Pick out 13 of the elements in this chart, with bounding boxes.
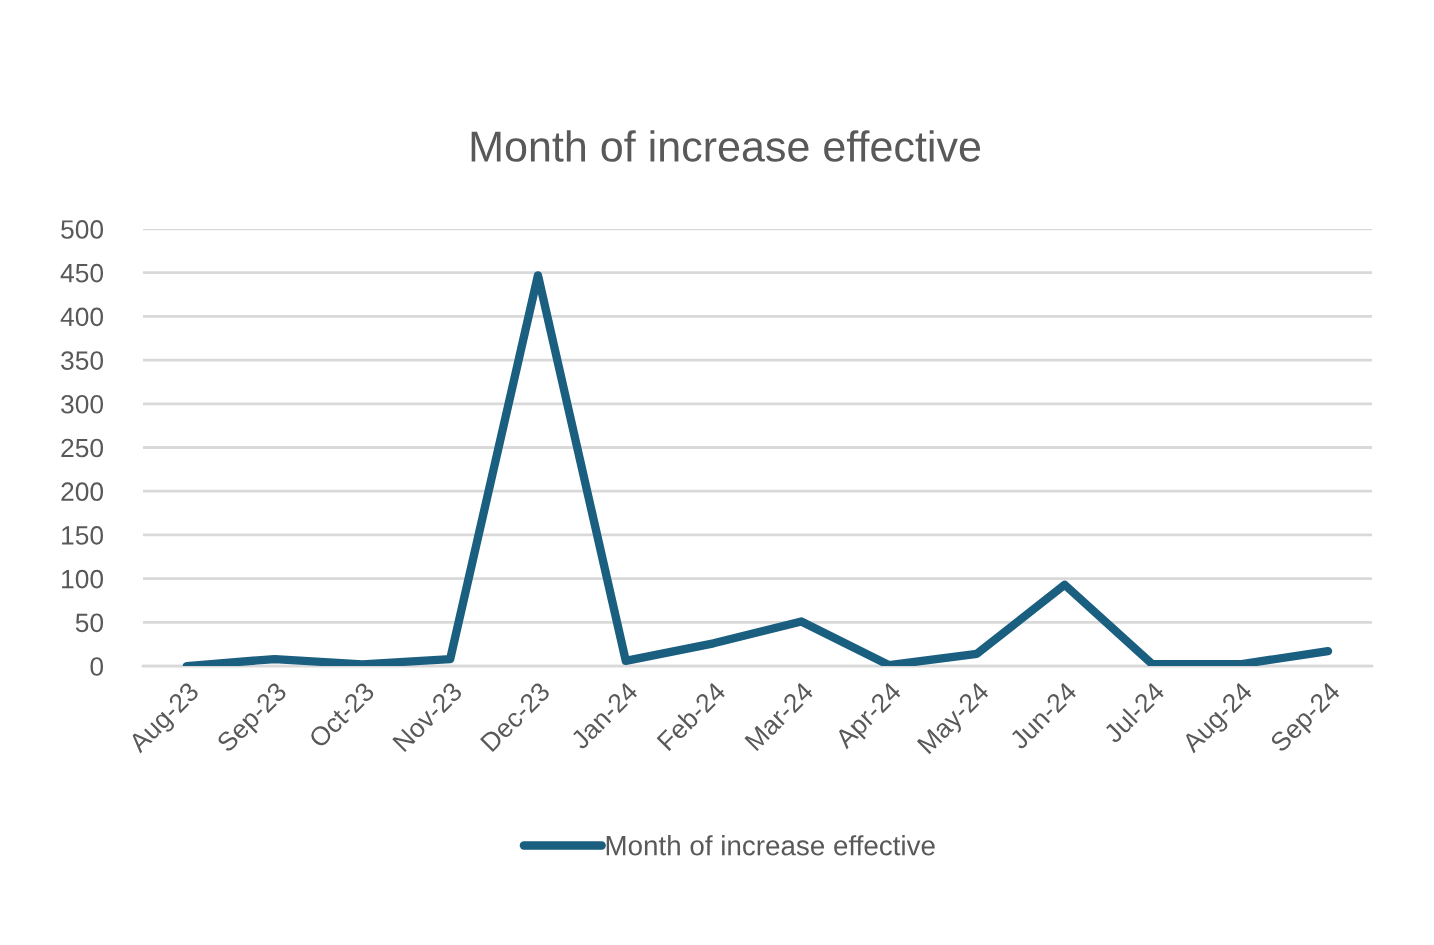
y-tick-label: 400 [60, 307, 104, 327]
y-tick-label: 100 [62, 569, 104, 589]
y-tick-label: 500 [61, 220, 104, 239]
y-tick-label: 200 [61, 482, 104, 502]
y-tick-label: 300 [61, 394, 104, 414]
chart-title: Month of increase effective [471, 130, 981, 162]
y-tick-label: 250 [61, 438, 104, 458]
y-tick-label: 450 [60, 263, 104, 283]
y-tick-label: 350 [61, 351, 104, 370]
legend-label: Month of increase effective [606, 835, 935, 856]
y-tick-label: 150 [62, 526, 104, 545]
y-tick-label: 50 [75, 613, 104, 633]
y-tick-label: 0 [90, 657, 104, 676]
